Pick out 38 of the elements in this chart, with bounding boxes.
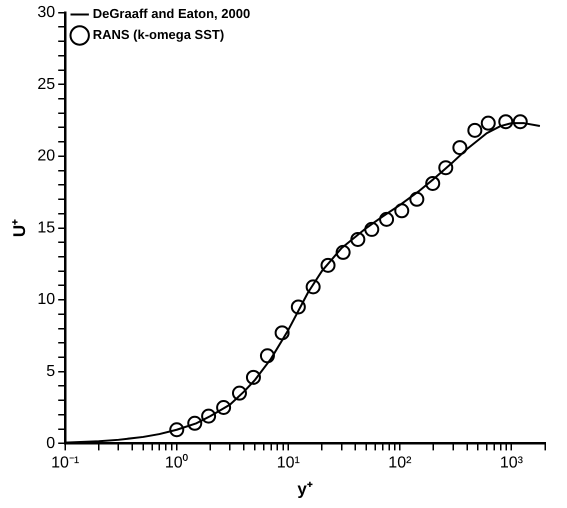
y-tick-label: 0 <box>46 434 56 452</box>
point <box>201 408 216 424</box>
point <box>260 348 275 364</box>
x-tick-label: 10² <box>388 454 412 472</box>
point <box>320 258 336 273</box>
point <box>246 370 261 385</box>
x-tick-label: 10⁻¹ <box>51 454 80 472</box>
point <box>409 192 424 207</box>
x-tick-label: 10¹ <box>276 454 300 472</box>
point <box>364 222 380 237</box>
y-tick-label: 30 <box>37 4 56 22</box>
y-axis-title: U⁺ <box>10 218 29 238</box>
legend-label: DeGraaff and Eaton, 2000 <box>92 6 250 22</box>
y-tick-label: 5 <box>46 363 56 380</box>
point <box>394 203 410 218</box>
y-tick-label: 10 <box>37 291 56 308</box>
point <box>350 232 366 247</box>
point <box>467 122 482 138</box>
x-tick-label: 10³ <box>500 454 524 472</box>
point <box>216 400 232 415</box>
point <box>379 212 394 227</box>
y-tick-label: 15 <box>37 219 56 236</box>
y-tick-label: 20 <box>37 148 56 165</box>
point <box>425 176 440 191</box>
point <box>452 140 468 156</box>
point <box>498 114 514 130</box>
point <box>438 160 454 176</box>
point <box>336 244 351 260</box>
point <box>187 416 202 431</box>
x-axis-title: y⁺ <box>297 479 313 498</box>
point <box>306 279 321 294</box>
point <box>512 114 528 130</box>
legend-label: RANS (k-omega SST) <box>92 27 224 42</box>
point <box>232 386 247 401</box>
x-tick-label: 10⁰ <box>164 453 189 472</box>
point <box>274 325 290 340</box>
y-tick-label: 25 <box>37 76 56 93</box>
point <box>290 299 306 314</box>
